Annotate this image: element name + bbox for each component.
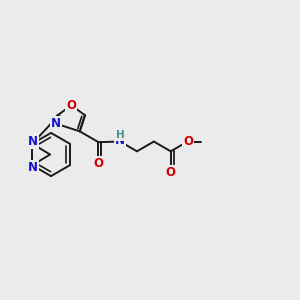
- Text: O: O: [183, 135, 193, 148]
- Text: O: O: [66, 99, 76, 112]
- Text: N: N: [51, 117, 61, 130]
- Text: O: O: [166, 166, 176, 179]
- Text: N: N: [115, 134, 125, 147]
- Text: N: N: [28, 161, 38, 174]
- Text: N: N: [28, 135, 38, 148]
- Text: H: H: [116, 130, 124, 140]
- Text: O: O: [94, 157, 103, 169]
